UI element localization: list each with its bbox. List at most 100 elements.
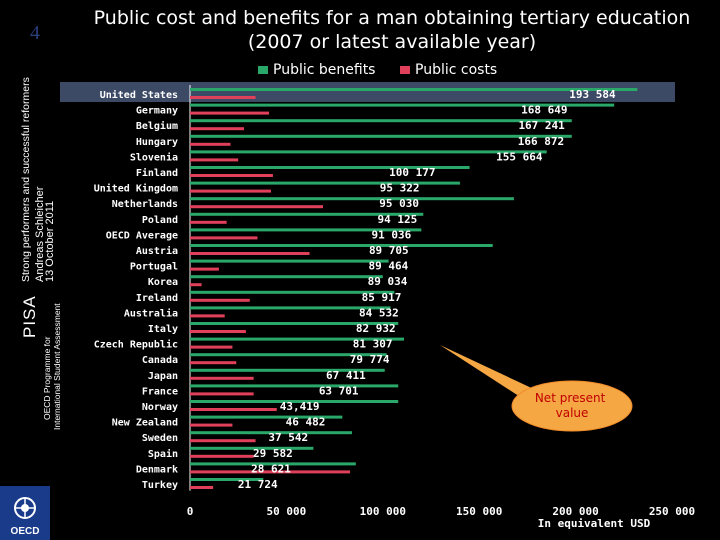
net-value-label: 79 774 [350,353,390,366]
net-value-label: 89 034 [368,275,408,288]
category-label: Turkey [142,480,178,491]
bar-public-costs [190,470,351,474]
bar-public-benefits [190,197,514,201]
bar-public-costs [190,361,237,365]
category-label: OECD Average [106,230,178,241]
bar-public-benefits [190,134,572,138]
legend-item-public-benefits: Public benefits [258,62,375,78]
net-value-label: 37 542 [268,431,308,444]
category-label: Czech Republic [94,339,178,351]
net-value-label: 21 724 [238,478,278,491]
bar-public-benefits [190,306,391,310]
legend-label-costs: Public costs [415,62,498,78]
category-label: Netherlands [112,199,178,210]
category-label: Canada [142,355,178,366]
category-label: France [142,386,178,397]
bar-public-costs [190,205,324,209]
callout-line2: value [556,406,589,420]
category-label: Sweden [142,433,178,444]
bar-public-costs [190,174,273,177]
bar-public-benefits [190,119,572,123]
net-value-label: 84 532 [359,306,399,319]
bar-public-costs [190,345,233,349]
category-label: Germany [136,106,178,117]
bar-public-costs [190,454,254,458]
bar-public-benefits [190,353,387,357]
net-value-label: 95 030 [379,197,419,210]
net-value-label: 168 649 [521,104,567,117]
category-label: Norway [142,402,178,413]
bar-public-benefits [190,478,264,481]
category-label: Finland [136,167,178,179]
bar-public-benefits [190,462,356,466]
bar-public-benefits [190,259,389,263]
category-label: Australia [124,307,178,319]
chart-title-line1: Public cost and benefits for a man obtai… [93,7,691,29]
chart-title: Public cost and benefits for a man obtai… [82,6,702,54]
category-label: Korea [148,277,178,288]
callout-line1: Net present [535,391,606,405]
net-value-label: 193 584 [569,88,616,101]
net-value-label: 29 582 [253,447,293,460]
bar-public-benefits [190,446,314,450]
bar-public-benefits [190,400,399,403]
bar-public-costs [190,220,227,224]
oecd-logo-icon: OECD [0,486,50,540]
x-tick-label: 200 000 [552,505,598,518]
category-label: United Kingdom [94,183,178,195]
bar-public-benefits [190,322,399,325]
x-axis-label: In equivalent USD [538,517,651,530]
bar-public-costs [190,189,271,193]
net-value-label: 82 932 [356,322,396,335]
category-label: Denmark [136,464,178,475]
bar-public-costs [190,127,244,131]
callout-pointer [440,345,540,402]
net-value-label: 89 705 [369,244,409,257]
bar-public-costs [190,142,231,146]
net-value-label: 91 036 [372,228,412,241]
net-value-label: 94 125 [377,213,417,226]
category-label: Hungary [136,137,178,148]
bar-public-costs [190,314,225,318]
bar-public-benefits [190,244,493,247]
x-tick-label: 50 000 [267,505,307,518]
bar-public-benefits [190,166,470,169]
bar-public-costs [190,158,239,162]
category-label: Spain [148,448,178,460]
net-value-label: 167 241 [518,119,565,132]
bar-public-benefits [190,415,343,419]
bar-public-benefits [190,337,405,341]
net-value-label: 95 322 [380,182,420,195]
bar-public-costs [190,267,219,271]
bar-public-benefits [190,368,385,372]
category-label: New Zealand [112,418,178,429]
bar-public-costs [190,236,258,240]
bar-public-costs [190,376,254,380]
callout-text: Net present value [535,391,609,420]
bar-public-benefits [190,103,615,107]
legend-swatch-costs [400,66,410,74]
bar-public-costs [190,392,254,396]
x-tick-label: 250 000 [649,505,695,518]
category-label: Poland [142,215,178,226]
category-label: Belgium [136,120,178,132]
x-tick-label: 100 000 [360,505,406,518]
net-value-label: 46 482 [286,416,326,429]
net-value-label: 28 621 [251,462,291,475]
bar-public-costs [190,408,277,411]
legend-swatch-benefits [258,66,268,74]
bar-public-benefits [190,212,424,216]
category-label: Japan [148,371,178,382]
bar-public-benefits [190,431,352,435]
bar-public-costs [190,439,256,443]
category-label: Portugal [130,262,178,273]
bar-public-costs [190,486,214,489]
bar-public-costs [190,330,246,333]
category-label: United States [100,89,178,101]
page-number: 4 [30,22,40,44]
category-label: Italy [148,324,178,335]
net-value-label: 155 664 [496,150,543,163]
category-label: Slovenia [130,151,178,163]
net-value-label: 89 464 [368,260,408,273]
bar-public-benefits [190,275,383,279]
